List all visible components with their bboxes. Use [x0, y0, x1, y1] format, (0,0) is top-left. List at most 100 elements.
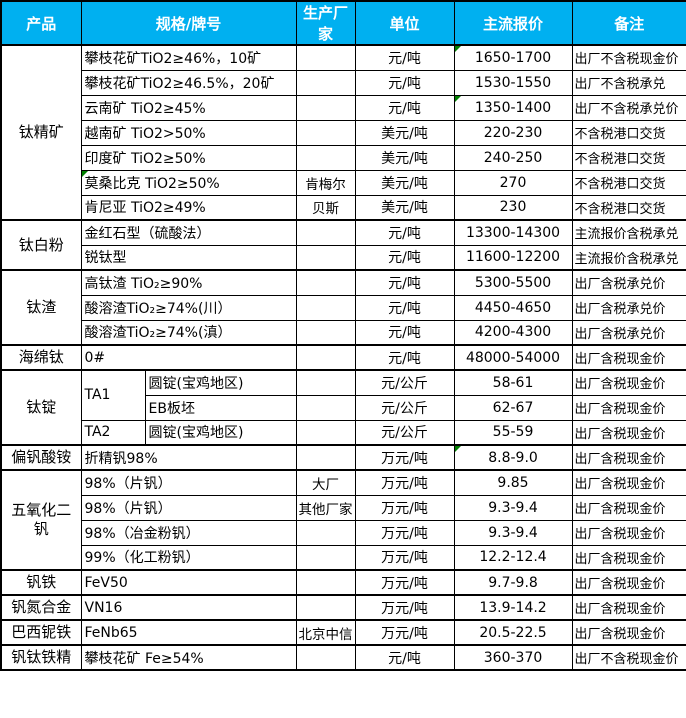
- unit-cell: 万元/吨: [354, 569, 455, 596]
- table-row: 偏钒酸铵 折精钒98% 万元/吨 8.8-9.0 出厂含税现金价: [0, 444, 686, 471]
- table-row: 钒铁 FeV50 万元/吨 9.7-9.8 出厂含税现金价: [0, 569, 686, 596]
- table-row: 攀枝花矿TiO2≥46.5%，20矿 元/吨 1530-1550 出厂不含税承兑: [1, 69, 686, 96]
- unit-cell: 元/吨: [354, 269, 455, 296]
- table-row: 钛锭 TA1 圆锭(宝鸡地区) 元/公斤 58-61 出厂含税现金价: [0, 369, 686, 446]
- unit-cell: 美元/吨: [354, 169, 455, 196]
- spec-cell: 云南矿 TiO2≥45%: [80, 94, 297, 121]
- note-cell: 出厂含税现金价: [571, 494, 686, 521]
- unit-cell: 元/吨: [354, 69, 455, 96]
- unit-cell: 万元/吨: [354, 544, 455, 571]
- product-cell: 钒铁: [0, 569, 82, 596]
- price-cell: 9.3-9.4: [453, 519, 573, 546]
- manufacturer-cell: [295, 144, 356, 171]
- table-row: 98%（冶金粉钒） 万元/吨 9.3-9.4 出厂含税现金价: [1, 519, 686, 546]
- manufacturer-cell: 北京中信: [295, 619, 356, 646]
- price-cell: 9.7-9.8: [453, 569, 573, 596]
- table-row: 99%（化工粉钒） 万元/吨 12.2-12.4 出厂含税现金价: [1, 544, 686, 571]
- manufacturer-cell: 大厂: [295, 469, 356, 496]
- unit-cell: 万元/吨: [354, 494, 455, 521]
- note-cell: 出厂不含税现金价: [571, 644, 686, 671]
- unit-cell: 元/吨: [354, 244, 455, 271]
- note-cell: 出厂含税现金价: [571, 519, 686, 546]
- unit-cell: 万元/吨: [354, 619, 455, 646]
- spec-cell: 98%（片钒）: [80, 469, 297, 496]
- table-row: 钛渣 高钛渣 TiO₂≥90% 元/吨 5300-5500 出厂含税承兑价: [0, 269, 686, 346]
- price-cell: 5300-5500: [453, 269, 573, 296]
- unit-cell: 元/吨: [354, 319, 455, 346]
- price-cell: 9.85: [453, 469, 573, 496]
- manufacturer-cell: [295, 269, 356, 296]
- unit-cell: 元/吨: [354, 94, 455, 121]
- spec-cell: 99%（化工粉钒）: [80, 544, 297, 571]
- spec-cell: 攀枝花矿TiO2≥46.5%，20矿: [80, 69, 297, 96]
- note-cell: 主流报价含税承兑: [571, 244, 686, 271]
- note-cell: 出厂含税现金价: [571, 544, 686, 571]
- spec-value: 莫桑比克 TiO2≥50%: [84, 175, 220, 192]
- spec-cell: FeNb65: [80, 619, 297, 646]
- table-row: 钛白粉 金红石型（硫酸法） 元/吨 13300-14300 主流报价含税承兑: [0, 219, 686, 271]
- unit-cell: 美元/吨: [354, 144, 455, 171]
- note-cell: 不含税港口交货: [571, 194, 686, 221]
- spec-cell: 攀枝花矿 Fe≥54%: [80, 644, 297, 671]
- manufacturer-cell: [295, 519, 356, 546]
- grade-cell: TA2: [80, 419, 146, 446]
- unit-cell: 万元/吨: [354, 594, 455, 621]
- product-cell: 海绵钛: [0, 344, 82, 371]
- unit-cell: 美元/吨: [354, 194, 455, 221]
- table-row: 五氧化二钒 98%（片钒） 大厂 万元/吨 9.85 出厂含税现金价: [0, 469, 686, 571]
- note-cell: 不含税港口交货: [571, 119, 686, 146]
- product-cell: 钒氮合金: [0, 594, 82, 621]
- table-row: 钒氮合金 VN16 万元/吨 13.9-14.2 出厂含税现金价: [0, 594, 686, 621]
- table-row: TA2 圆锭(宝鸡地区) 元/公斤 55-59 出厂含税现金价: [1, 419, 686, 446]
- product-cell: 钛锭: [0, 369, 82, 446]
- manufacturer-cell: 其他厂家: [295, 494, 356, 521]
- table-row: 印度矿 TiO2≥50% 美元/吨 240-250 不含税港口交货: [1, 144, 686, 171]
- product-cell: 偏钒酸铵: [0, 444, 82, 471]
- price-cell: 48000-54000: [453, 344, 573, 371]
- spec-cell: 越南矿 TiO2>50%: [80, 119, 297, 146]
- product-cell: 五氧化二钒: [0, 469, 82, 571]
- spec-cell: 酸溶渣TiO₂≥74%(滇）: [80, 319, 297, 346]
- price-cell: 55-59: [453, 419, 573, 446]
- price-cell: 1530-1550: [453, 69, 573, 96]
- price-cell: 1350-1400: [453, 94, 573, 121]
- note-cell: 出厂含税现金价: [571, 569, 686, 596]
- table-row: 酸溶渣TiO₂≥74%(川） 元/吨 4450-4650 出厂含税承兑价: [1, 294, 686, 321]
- unit-cell: 美元/吨: [354, 119, 455, 146]
- price-cell: 9.3-9.4: [453, 494, 573, 521]
- price-cell: 20.5-22.5: [453, 619, 573, 646]
- table-row: 钛精矿 攀枝花矿TiO2≥46%，10矿 元/吨 1650-1700 出厂不含税…: [0, 44, 686, 221]
- price-cell: 11600-12200: [453, 244, 573, 271]
- unit-cell: 万元/吨: [354, 519, 455, 546]
- spec-cell: 圆锭(宝鸡地区): [144, 419, 297, 446]
- spec-cell: 印度矿 TiO2≥50%: [80, 144, 297, 171]
- price-cell: 4450-4650: [453, 294, 573, 321]
- manufacturer-cell: [295, 44, 356, 71]
- col-header-unit: 单位: [354, 0, 455, 46]
- col-header-spec: 规格/牌号: [80, 0, 297, 46]
- price-cell: 240-250: [453, 144, 573, 171]
- spec-cell: 98%（片钒）: [80, 494, 297, 521]
- spec-cell: 莫桑比克 TiO2≥50%: [80, 169, 297, 196]
- table-row: 肯尼亚 TiO2≥49% 贝斯 美元/吨 230 不含税港口交货: [1, 194, 686, 221]
- note-cell: 出厂含税承兑价: [571, 319, 686, 346]
- price-cell: 270: [453, 169, 573, 196]
- note-cell: 出厂含税现金价: [571, 369, 686, 396]
- note-cell: 出厂含税现金价: [571, 394, 686, 421]
- price-cell: 220-230: [453, 119, 573, 146]
- manufacturer-cell: [295, 69, 356, 96]
- price-value: 1650-1700: [474, 49, 552, 66]
- spec-cell: 0#: [80, 344, 297, 371]
- price-cell: 62-67: [453, 394, 573, 421]
- price-cell: 13.9-14.2: [453, 594, 573, 621]
- manufacturer-cell: [295, 644, 356, 671]
- price-cell: 1650-1700: [453, 44, 573, 71]
- price-value: 1350-1400: [474, 99, 552, 116]
- spec-cell: 圆锭(宝鸡地区): [144, 369, 297, 396]
- manufacturer-cell: [295, 119, 356, 146]
- price-cell: 58-61: [453, 369, 573, 396]
- manufacturer-cell: [295, 594, 356, 621]
- table-row: 越南矿 TiO2>50% 美元/吨 220-230 不含税港口交货: [1, 119, 686, 146]
- manufacturer-cell: [295, 444, 356, 471]
- table-row: 98%（片钒） 其他厂家 万元/吨 9.3-9.4 出厂含税现金价: [1, 494, 686, 521]
